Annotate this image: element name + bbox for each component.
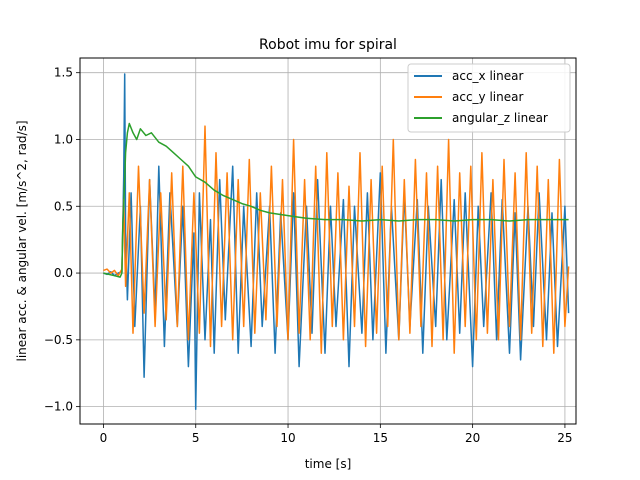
y-tick-label: −1.0 [44, 400, 73, 414]
legend-label: angular_z linear [452, 111, 548, 125]
plot-area [103, 73, 570, 411]
chart-title: Robot imu for spiral [259, 37, 397, 53]
x-axis-label: time [s] [305, 457, 352, 471]
y-tick-label: 0.5 [54, 199, 73, 213]
legend-label: acc_y linear [452, 90, 523, 104]
y-tick-label: −0.5 [44, 333, 73, 347]
x-tick-label: 10 [280, 431, 295, 445]
legend-label: acc_x linear [452, 69, 523, 83]
axes-frame [79, 57, 577, 425]
x-tick-label: 0 [100, 431, 108, 445]
y-axis: −1.0 −0.5 0.0 0.5 1.0 1.5 [44, 66, 80, 414]
x-tick-label: 20 [465, 431, 480, 445]
y-tick-label: 0.0 [54, 266, 73, 280]
y-axis-label: linear acc. & angular vel. [m/s^2, rad/s… [15, 120, 29, 361]
y-tick-label: 1.5 [54, 66, 73, 80]
x-tick-label: 5 [192, 431, 200, 445]
legend: acc_x linear acc_y linear angular_z linear [407, 63, 571, 133]
legend-box [407, 63, 571, 133]
y-tick-label: 1.0 [54, 132, 73, 146]
series-line-3 [103, 122, 569, 278]
series-line-2 [103, 125, 570, 354]
x-tick-label: 15 [373, 431, 388, 445]
x-tick-label: 25 [557, 431, 572, 445]
series-lines [103, 73, 570, 411]
x-axis: 0 5 10 15 20 25 [100, 424, 573, 445]
